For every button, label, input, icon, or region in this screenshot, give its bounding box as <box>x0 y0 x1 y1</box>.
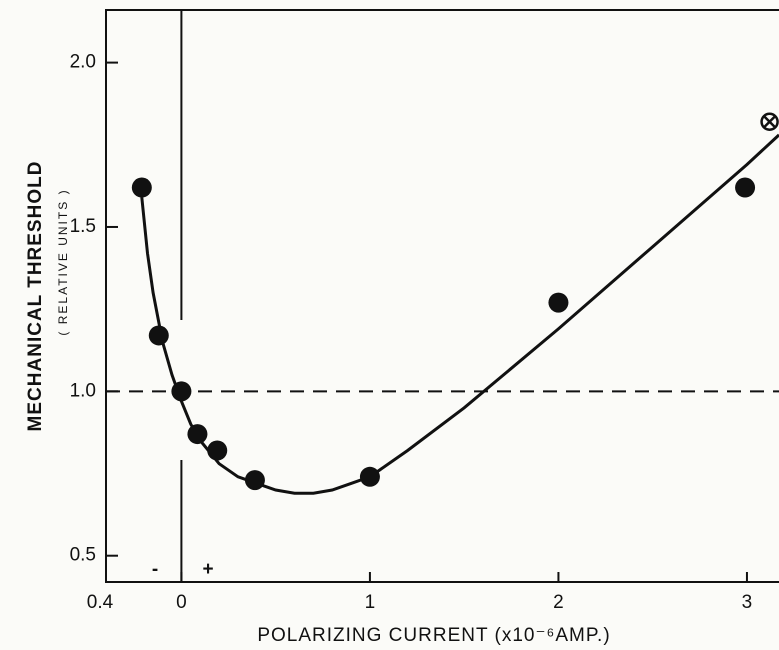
data-point <box>207 440 228 461</box>
data-point <box>244 470 265 491</box>
annotation: - <box>152 559 158 580</box>
y-tick-label: 2.0 <box>70 52 96 73</box>
x-tick-label: 3 <box>742 592 753 613</box>
frame <box>105 9 779 583</box>
y-tick-label: 1.0 <box>70 380 96 401</box>
x-tick-label: 0.4 <box>87 592 114 613</box>
y-axis-label: MECHANICAL THRESHOLD <box>25 161 46 432</box>
x-axis-label: POLARIZING CURRENT (x10⁻⁶AMP.) <box>257 625 610 646</box>
data-point <box>148 325 169 346</box>
annotation: + <box>202 559 213 580</box>
y-tick-label: 1.5 <box>70 216 96 237</box>
data-point <box>187 424 208 445</box>
fit-curve <box>140 133 779 495</box>
crossed-point <box>760 112 779 132</box>
data-point <box>171 381 192 402</box>
x-tick-label: 0 <box>176 592 187 613</box>
data-point <box>131 177 152 198</box>
y-axis-sublabel: ( RELATIVE UNITS ) <box>56 188 70 335</box>
y-tick-label: 0.5 <box>70 545 96 566</box>
data-point <box>735 177 756 198</box>
data-point <box>359 466 380 487</box>
x-tick-label: 2 <box>553 592 564 613</box>
data-point <box>548 292 569 313</box>
x-tick-label: 1 <box>365 592 376 613</box>
